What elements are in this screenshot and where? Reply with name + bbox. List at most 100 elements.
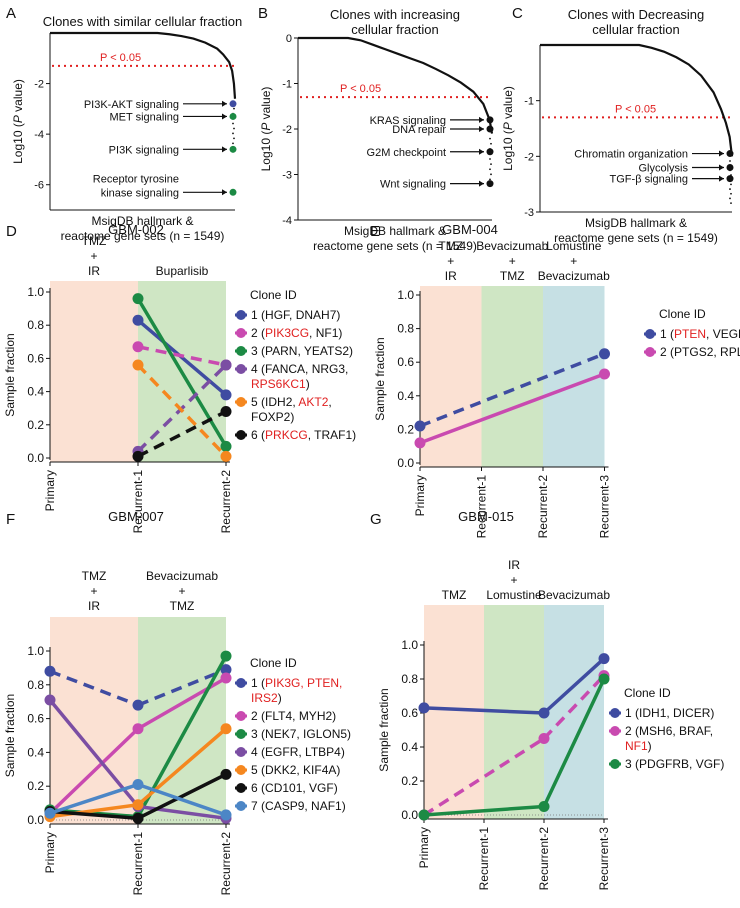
threshold-label: P < 0.05 (340, 83, 381, 95)
legend-entry: 2 (MSH6, BRAF, (625, 724, 713, 738)
tail-point (490, 173, 492, 176)
legend-gene-text: (PTGS2, RPL22) (670, 345, 740, 359)
clone-data-point (132, 799, 144, 811)
legend-swatch (236, 801, 246, 811)
y-tick-label: 0.0 (397, 456, 414, 470)
threshold-label: P < 0.05 (615, 103, 656, 115)
x-tick-label: Recurrent-1 (477, 827, 491, 891)
tail-point (489, 158, 491, 160)
legend-entry: 1 (HGF, DNAH7) (251, 308, 340, 322)
annotation-label: kinase signaling (101, 187, 179, 199)
x-tick-label: Primary (43, 470, 57, 511)
legend-entry: 5 (DKK2, KIF4A) (251, 763, 340, 777)
y-tick-label: -3 (282, 170, 292, 182)
clone-line-segment (542, 678, 606, 808)
y-tick-label: 0.8 (397, 322, 414, 336)
tail-point (730, 192, 732, 195)
clone-line-segment (137, 804, 227, 821)
treatment-label: Bevacizumab (538, 588, 610, 602)
y-tick-label: 0.2 (27, 418, 44, 432)
treatment-label: Lomustine (546, 239, 602, 253)
clone-data-point (414, 437, 426, 449)
y-tick-label: 0.6 (27, 351, 44, 365)
annotation-label: DNA repair (392, 124, 446, 136)
tail-point (489, 168, 491, 171)
legend-entry: 3 (NEK7, IGLON5) (251, 727, 351, 741)
legend-clone-id: 2 (660, 345, 667, 359)
legend-clone-id: 2 (625, 724, 632, 738)
treatment-label: + (178, 584, 185, 598)
clone-line-segment (49, 782, 139, 815)
chart-title: GBM-004 (442, 222, 498, 237)
annotation-arrowhead (719, 175, 724, 182)
y-tick-label: 0.4 (397, 389, 414, 403)
legend-clone-id: 3 (251, 727, 258, 741)
legend-gene-text: (EGFR, LTBP4) (261, 745, 345, 759)
chart-title: Clones with similar cellular fraction (43, 14, 242, 29)
treatment-label: TMZ (500, 269, 525, 283)
tail-point (232, 142, 234, 145)
chart-title: GBM-007 (108, 509, 164, 524)
clone-data-point (132, 812, 144, 824)
y-axis-label: Sample fraction (377, 688, 391, 771)
clone-line-segment (136, 297, 228, 448)
legend-entry: 5 (IDH2, AKT2, (251, 395, 332, 409)
y-axis-label-part: P (501, 122, 515, 130)
clone-data-point (132, 341, 144, 353)
legend-entry: 3 (PDGFRB, VGF) (625, 757, 724, 771)
legend-entry: 2 (PIK3CG, NF1) (251, 326, 342, 340)
x-tick-label: Recurrent-2 (219, 470, 233, 534)
y-tick-label: 1.0 (27, 644, 44, 658)
annotation-arrowhead (222, 113, 227, 120)
annotation-arrowhead (479, 126, 484, 132)
legend-clone-id: 1 (251, 676, 258, 690)
legend-entry-continued-part: ) (306, 377, 310, 391)
y-axis-label-part: Log10 ( (259, 131, 273, 172)
legend-swatch (236, 397, 246, 407)
y-axis-label: Log10 (P value) (11, 79, 25, 164)
annotation-arrowhead (719, 150, 724, 157)
clone-line-segment (137, 772, 227, 820)
legend-gene-text: (PDGFRB, VGF) (635, 757, 724, 771)
legend-clone-id: 4 (251, 745, 258, 759)
y-tick-label: 0 (286, 33, 292, 45)
y-tick-label: -2 (524, 151, 534, 163)
legend-swatch (610, 726, 620, 736)
annotation-arrowhead (222, 146, 227, 153)
legend-clone-id: 4 (251, 362, 258, 376)
y-axis-label-part: Log10 ( (11, 123, 25, 164)
panel-letter: A (6, 5, 16, 22)
treatment-label: Bevacizumab (476, 239, 548, 253)
legend-swatch (236, 346, 246, 356)
y-axis-label-part: value) (11, 79, 25, 115)
clone-line-segment (137, 667, 227, 707)
y-axis-label-part: P (11, 115, 25, 123)
legend-title: Clone ID (250, 656, 297, 670)
legend-gene-text: (PARN, YEATS2) (261, 344, 353, 358)
chart-title: cellular fraction (351, 22, 438, 37)
annotation-label: KRAS signaling (370, 115, 446, 127)
annotation-arrowhead (479, 116, 484, 123)
y-tick-label: -1 (524, 96, 534, 108)
clone-data-point (220, 723, 232, 735)
tail-point (730, 202, 732, 204)
chart-title: Clones with Decreasing (568, 7, 705, 22)
panel-letter: F (6, 511, 15, 528)
legend-title: Clone ID (659, 307, 706, 321)
legend-gene-text: PIK3G, PTEN, (265, 676, 342, 690)
y-tick-label: 0.4 (27, 385, 44, 399)
x-axis-label: MsigDB hallmark & (91, 214, 193, 228)
legend-clone-id: 5 (251, 763, 258, 777)
annotation-label: Chromatin organization (574, 149, 688, 161)
annotation-label: MET signaling (110, 111, 180, 123)
y-tick-label: 0.6 (401, 706, 418, 720)
y-axis-label: Log10 (P value) (501, 86, 515, 171)
treatment-band (481, 286, 543, 467)
legend-swatch (236, 328, 246, 338)
y-axis-label: Sample fraction (3, 333, 17, 416)
legend-gene-text: PRKCG (265, 428, 308, 442)
legend-gene-text: , NF1) (309, 326, 342, 340)
panel-letter: E (370, 223, 380, 240)
tail-point (233, 107, 235, 110)
